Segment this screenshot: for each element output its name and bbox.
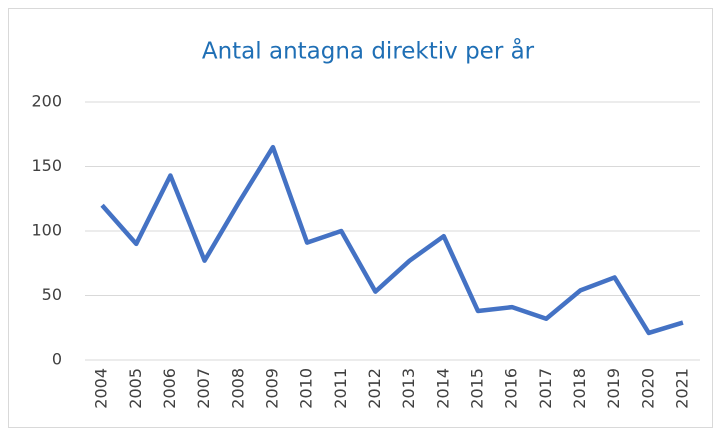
data-line (100, 144, 684, 336)
x-tick-label: 2005 (126, 368, 145, 409)
x-tick-label: 2010 (297, 368, 316, 409)
x-tick-label: 2006 (160, 368, 179, 409)
x-tick-label: 2019 (604, 368, 623, 409)
y-tick-label: 200 (31, 92, 62, 111)
x-tick-label: 2013 (399, 368, 418, 409)
y-tick-label: 100 (31, 221, 62, 240)
chart-title: Antal antagna direktiv per år (202, 37, 535, 65)
x-tick-label: 2014 (433, 368, 452, 409)
x-tick-label: 2011 (331, 368, 350, 409)
x-tick-label: 2007 (194, 368, 213, 409)
x-tick-label: 2015 (467, 368, 486, 409)
x-tick-label: 2016 (502, 368, 521, 409)
x-tick-label: 2004 (92, 368, 111, 409)
chart-border (8, 8, 713, 428)
y-tick-label: 50 (42, 285, 62, 304)
y-tick-label: 0 (52, 350, 62, 369)
y-tick-label: 150 (31, 156, 62, 175)
x-tick-label: 2018 (570, 368, 589, 409)
x-tick-label: 2012 (365, 368, 384, 409)
x-tick-label: 2008 (228, 368, 247, 409)
x-tick-label: 2017 (536, 368, 555, 409)
x-tick-label: 2021 (672, 368, 691, 409)
x-tick-label: 2009 (262, 368, 281, 409)
x-tick-label: 2020 (638, 368, 657, 409)
